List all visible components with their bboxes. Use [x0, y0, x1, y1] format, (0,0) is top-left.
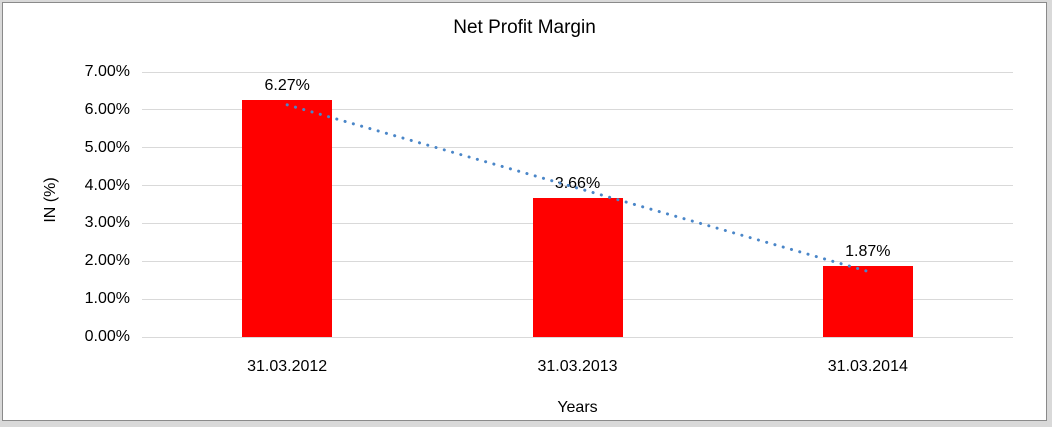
bar-value-label: 1.87% — [845, 243, 891, 261]
gridline — [142, 336, 1013, 338]
y-tick-label: 4.00% — [84, 176, 130, 194]
bar-value-label: 3.66% — [554, 175, 601, 193]
gridline — [142, 71, 1013, 73]
y-tick-label: 0.00% — [84, 328, 130, 345]
chart-canvas: Net Profit Margin IN (%) Years 0.00% 1.00… — [2, 2, 1047, 421]
bar — [822, 266, 913, 337]
y-tick-label: 3.00% — [84, 214, 130, 232]
x-category-label: 31.03.2014 — [827, 358, 908, 375]
bar — [242, 99, 333, 337]
y-tick-label: 7.00% — [84, 63, 130, 80]
y-tick-label: 1.00% — [84, 290, 130, 308]
chart-title: Net Profit Margin — [453, 17, 596, 38]
y-tick-label: 6.00% — [84, 100, 130, 118]
bar-value-label: 6.27% — [264, 76, 310, 94]
x-axis-title: Years — [557, 399, 598, 416]
y-tick-label: 5.00% — [84, 138, 130, 156]
x-category-label: 31.03.2013 — [537, 358, 618, 375]
y-tick-label: 2.00% — [84, 252, 130, 270]
x-category-label: 31.03.2012 — [247, 358, 328, 375]
bar — [532, 198, 623, 337]
